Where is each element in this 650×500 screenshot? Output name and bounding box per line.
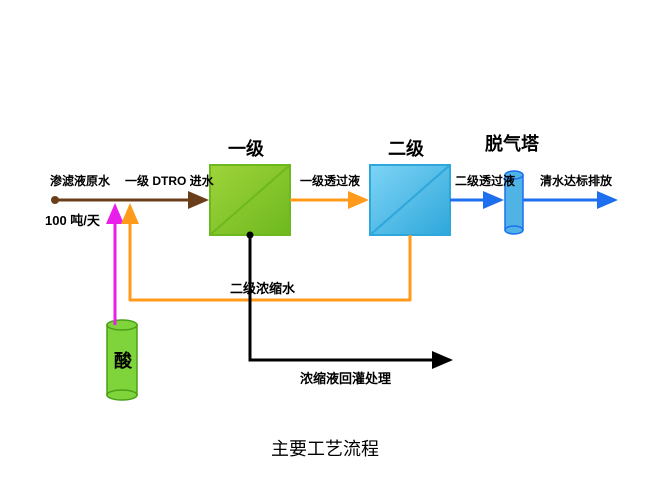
label-degas: 脱气塔 [485, 130, 539, 156]
label-inflow: 一级 DTRO 进水 [125, 172, 214, 189]
diagram-stage: 渗滤液原水 一级 DTRO 进水 一级 一级透过液 二级 二级透过液 脱气塔 清… [0, 0, 650, 500]
label-conc-recycle: 浓缩液回灌处理 [300, 368, 391, 387]
label-flow-rate: 100 吨/天 [45, 210, 100, 229]
diagram-svg [0, 0, 650, 500]
label-permeate1: 一级透过液 [300, 172, 360, 189]
label-raw-water: 渗滤液原水 [50, 172, 110, 189]
label-stage2: 二级 [388, 135, 424, 161]
label-permeate2: 二级透过液 [455, 172, 515, 189]
label-clean-water: 清水达标排放 [540, 172, 612, 189]
label-stage1: 一级 [228, 135, 264, 161]
label-conc2: 二级浓缩水 [230, 278, 295, 297]
label-acid: 酸 [114, 347, 132, 373]
title: 主要工艺流程 [0, 435, 650, 461]
